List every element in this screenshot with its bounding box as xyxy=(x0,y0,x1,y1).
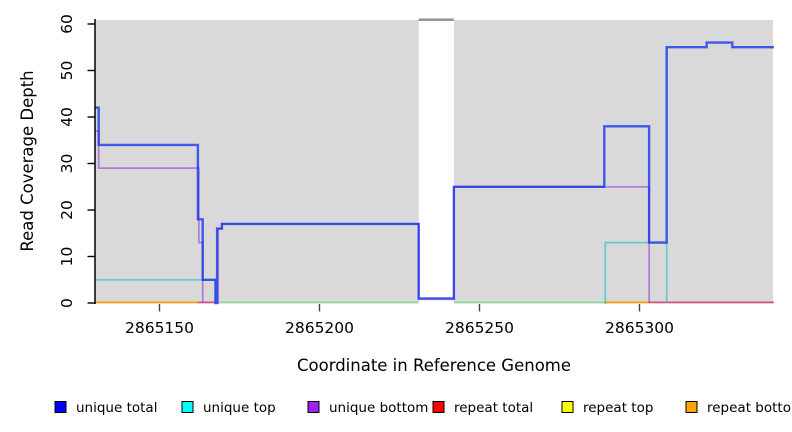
masked-gap-cap xyxy=(418,18,454,21)
x-tick-label: 2865250 xyxy=(445,319,514,337)
legend-swatch-repeat-top xyxy=(561,401,574,413)
legend-swatch-repeat-bottom xyxy=(685,401,698,413)
x-tick-label: 2865200 xyxy=(285,319,354,337)
legend-label-unique-bottom: unique bottom xyxy=(329,400,428,416)
legend-label-repeat-bottom: repeat bottom xyxy=(707,400,792,416)
x-tick-label: 2865150 xyxy=(125,319,194,337)
x-tick-label: 2865300 xyxy=(605,319,674,337)
y-tick-label: 40 xyxy=(58,107,76,127)
y-tick-label: 30 xyxy=(58,154,76,174)
y-tick-label: 10 xyxy=(58,247,76,267)
legend-swatch-unique-total xyxy=(54,401,67,413)
legend-label-repeat-total: repeat total xyxy=(454,400,533,416)
legend-swatch-repeat-total xyxy=(432,401,445,413)
y-tick-label: 20 xyxy=(58,200,76,220)
y-tick-label: 0 xyxy=(58,298,76,308)
legend-swatch-unique-bottom xyxy=(307,401,320,413)
masked-gap-band xyxy=(418,18,454,304)
series-unique-top xyxy=(604,241,668,304)
y-tick-label: 60 xyxy=(58,14,76,34)
legend-label-unique-top: unique top xyxy=(203,400,276,416)
legend-swatch-unique-top xyxy=(181,401,194,413)
legend-label-repeat-top: repeat top xyxy=(583,400,653,416)
x-axis-title: Coordinate in Reference Genome xyxy=(297,356,571,375)
series-unique-total xyxy=(95,41,774,305)
legend-label-unique-total: unique total xyxy=(76,400,157,416)
y-tick-label: 50 xyxy=(58,61,76,81)
y-axis-title: Read Coverage Depth xyxy=(18,70,37,251)
